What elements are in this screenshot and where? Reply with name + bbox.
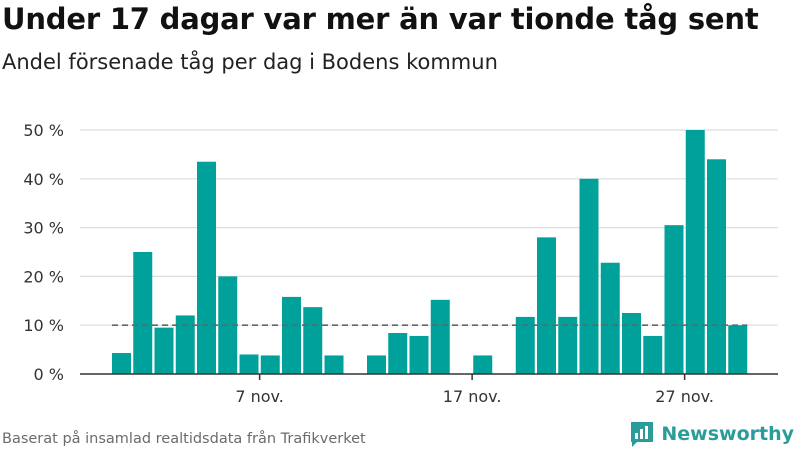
newsworthy-chart-icon	[631, 422, 654, 447]
bar	[133, 252, 153, 374]
bar	[197, 161, 216, 374]
bar	[537, 237, 556, 374]
bar	[515, 316, 535, 374]
bar	[622, 313, 641, 374]
y-tick-label: 30 %	[23, 219, 64, 238]
y-tick-label: 10 %	[23, 316, 64, 335]
bar	[707, 159, 726, 374]
bar	[600, 262, 620, 374]
bar	[643, 335, 663, 374]
bar-chart: 0 % 10 % 20 % 30 % 40 % 50 % 7 nov. 17 nov. 27 …	[23, 121, 778, 406]
bar	[664, 225, 684, 374]
bars	[112, 130, 748, 374]
source-note: Baserat på insamlad realtidsdata från Tr…	[2, 431, 366, 447]
bar	[239, 354, 259, 374]
y-tick-label: 20 %	[23, 267, 64, 286]
brand-logo: Newsworthy	[629, 420, 794, 448]
bar	[303, 307, 323, 374]
bar	[154, 327, 174, 374]
x-tick-label: 17 nov.	[443, 387, 502, 406]
bar	[685, 130, 705, 374]
bar	[388, 333, 408, 374]
chart-title: Under 17 dagar var mer än var tionde tåg…	[2, 2, 759, 36]
y-tick-label: 0 %	[34, 365, 64, 384]
bar	[430, 299, 450, 374]
bar	[728, 325, 748, 374]
bar	[112, 353, 131, 374]
bar	[367, 355, 386, 374]
x-tick-label: 27 nov.	[655, 387, 714, 406]
x-tick-label: 7 nov.	[235, 387, 284, 406]
bar	[579, 178, 599, 374]
bar	[175, 315, 195, 374]
bar	[324, 355, 344, 374]
bar	[282, 296, 301, 374]
y-axis-ticks: 0 % 10 % 20 % 30 % 40 % 50 %	[23, 121, 64, 384]
bar	[409, 335, 429, 374]
y-tick-label: 40 %	[23, 170, 64, 189]
x-axis-ticks: 7 nov. 17 nov. 27 nov.	[235, 374, 714, 406]
y-tick-label: 50 %	[23, 121, 64, 140]
bar	[558, 316, 578, 374]
bar	[260, 355, 280, 374]
chart-subtitle: Andel försenade tåg per dag i Bodens kom…	[2, 50, 498, 74]
brand-name: Newsworthy	[661, 423, 794, 445]
bar	[473, 355, 493, 374]
